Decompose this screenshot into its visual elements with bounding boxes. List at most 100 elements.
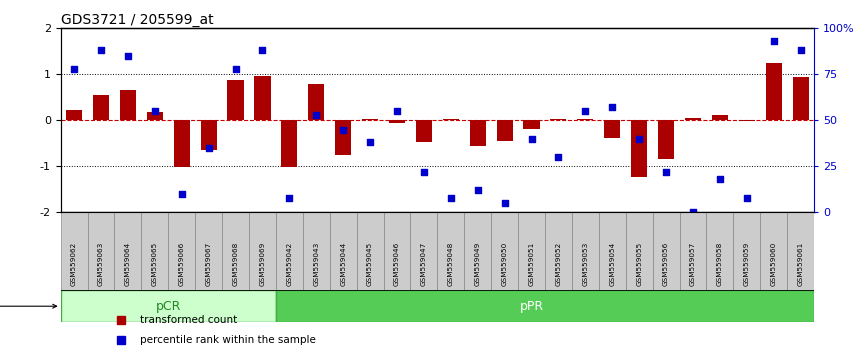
- Point: [498, 200, 512, 206]
- Text: GSM559044: GSM559044: [340, 242, 346, 286]
- Bar: [625, 212, 653, 290]
- Bar: [712, 115, 728, 120]
- Point: [282, 195, 296, 200]
- Bar: [335, 120, 352, 155]
- Bar: [228, 80, 243, 120]
- Point: [390, 108, 404, 114]
- Bar: [496, 120, 513, 141]
- Bar: [384, 212, 410, 290]
- Text: pCR: pCR: [156, 300, 181, 313]
- Bar: [389, 120, 405, 123]
- Bar: [173, 120, 190, 167]
- Text: GSM559068: GSM559068: [233, 242, 238, 286]
- Bar: [523, 120, 540, 129]
- Bar: [416, 120, 432, 142]
- Bar: [276, 290, 814, 322]
- Text: GSM559057: GSM559057: [690, 242, 696, 286]
- Bar: [766, 63, 782, 120]
- Bar: [469, 120, 486, 146]
- Bar: [631, 120, 647, 177]
- Bar: [604, 120, 620, 138]
- Bar: [518, 212, 545, 290]
- Bar: [437, 212, 464, 290]
- Text: GSM559060: GSM559060: [771, 242, 777, 286]
- Point: [229, 66, 242, 72]
- Text: GSM559046: GSM559046: [394, 242, 400, 286]
- Text: GSM559064: GSM559064: [125, 242, 131, 286]
- Point: [578, 108, 592, 114]
- Text: GSM559047: GSM559047: [421, 242, 427, 286]
- Point: [363, 139, 377, 145]
- Point: [417, 169, 430, 175]
- Bar: [707, 212, 734, 290]
- Text: GSM559069: GSM559069: [260, 242, 265, 286]
- Bar: [685, 118, 701, 120]
- Point: [68, 66, 81, 72]
- Bar: [658, 120, 674, 159]
- Text: GSM559059: GSM559059: [744, 242, 750, 286]
- Point: [713, 176, 727, 182]
- Bar: [572, 212, 598, 290]
- Bar: [255, 76, 270, 120]
- Point: [148, 108, 162, 114]
- Text: GSM559062: GSM559062: [71, 242, 77, 286]
- Text: GSM559054: GSM559054: [610, 242, 615, 286]
- Bar: [545, 212, 572, 290]
- Bar: [680, 212, 707, 290]
- Point: [740, 195, 753, 200]
- Bar: [114, 212, 141, 290]
- Bar: [281, 120, 297, 167]
- Bar: [201, 120, 216, 150]
- Bar: [168, 212, 195, 290]
- Bar: [146, 112, 163, 120]
- Bar: [739, 120, 755, 121]
- Text: GSM559048: GSM559048: [448, 242, 454, 286]
- Text: GSM559050: GSM559050: [501, 242, 507, 286]
- Bar: [141, 212, 168, 290]
- Bar: [249, 212, 276, 290]
- Point: [121, 53, 135, 59]
- Bar: [653, 212, 680, 290]
- Bar: [222, 212, 249, 290]
- Bar: [410, 212, 437, 290]
- Text: GSM559049: GSM559049: [475, 242, 481, 286]
- Text: GSM559053: GSM559053: [582, 242, 588, 286]
- Bar: [551, 119, 566, 120]
- Point: [202, 145, 216, 151]
- Text: GSM559055: GSM559055: [637, 242, 642, 286]
- Bar: [443, 119, 459, 120]
- Bar: [61, 212, 87, 290]
- Bar: [787, 212, 814, 290]
- Point: [255, 47, 269, 53]
- Text: GSM559065: GSM559065: [152, 242, 158, 286]
- Text: GSM559066: GSM559066: [178, 242, 184, 286]
- Text: GSM559042: GSM559042: [287, 242, 293, 286]
- Text: transformed count: transformed count: [139, 315, 237, 325]
- Bar: [578, 119, 593, 120]
- Text: GSM559067: GSM559067: [205, 242, 211, 286]
- Point: [632, 136, 646, 142]
- Text: GSM559058: GSM559058: [717, 242, 723, 286]
- Point: [336, 127, 350, 132]
- Text: disease state: disease state: [0, 301, 56, 311]
- Point: [605, 105, 619, 110]
- Bar: [308, 85, 324, 120]
- Point: [659, 169, 673, 175]
- Text: pPR: pPR: [520, 300, 544, 313]
- Text: GDS3721 / 205599_at: GDS3721 / 205599_at: [61, 13, 213, 27]
- Point: [552, 154, 565, 160]
- Bar: [93, 95, 109, 120]
- Point: [793, 47, 807, 53]
- Point: [444, 195, 458, 200]
- Text: GSM559045: GSM559045: [367, 242, 373, 286]
- Bar: [464, 212, 491, 290]
- Point: [94, 47, 108, 53]
- Text: GSM559063: GSM559063: [98, 242, 104, 286]
- Bar: [87, 212, 114, 290]
- Bar: [734, 212, 760, 290]
- Bar: [362, 119, 378, 120]
- Bar: [598, 212, 625, 290]
- Text: GSM559051: GSM559051: [528, 242, 534, 286]
- Bar: [357, 212, 384, 290]
- Bar: [276, 212, 303, 290]
